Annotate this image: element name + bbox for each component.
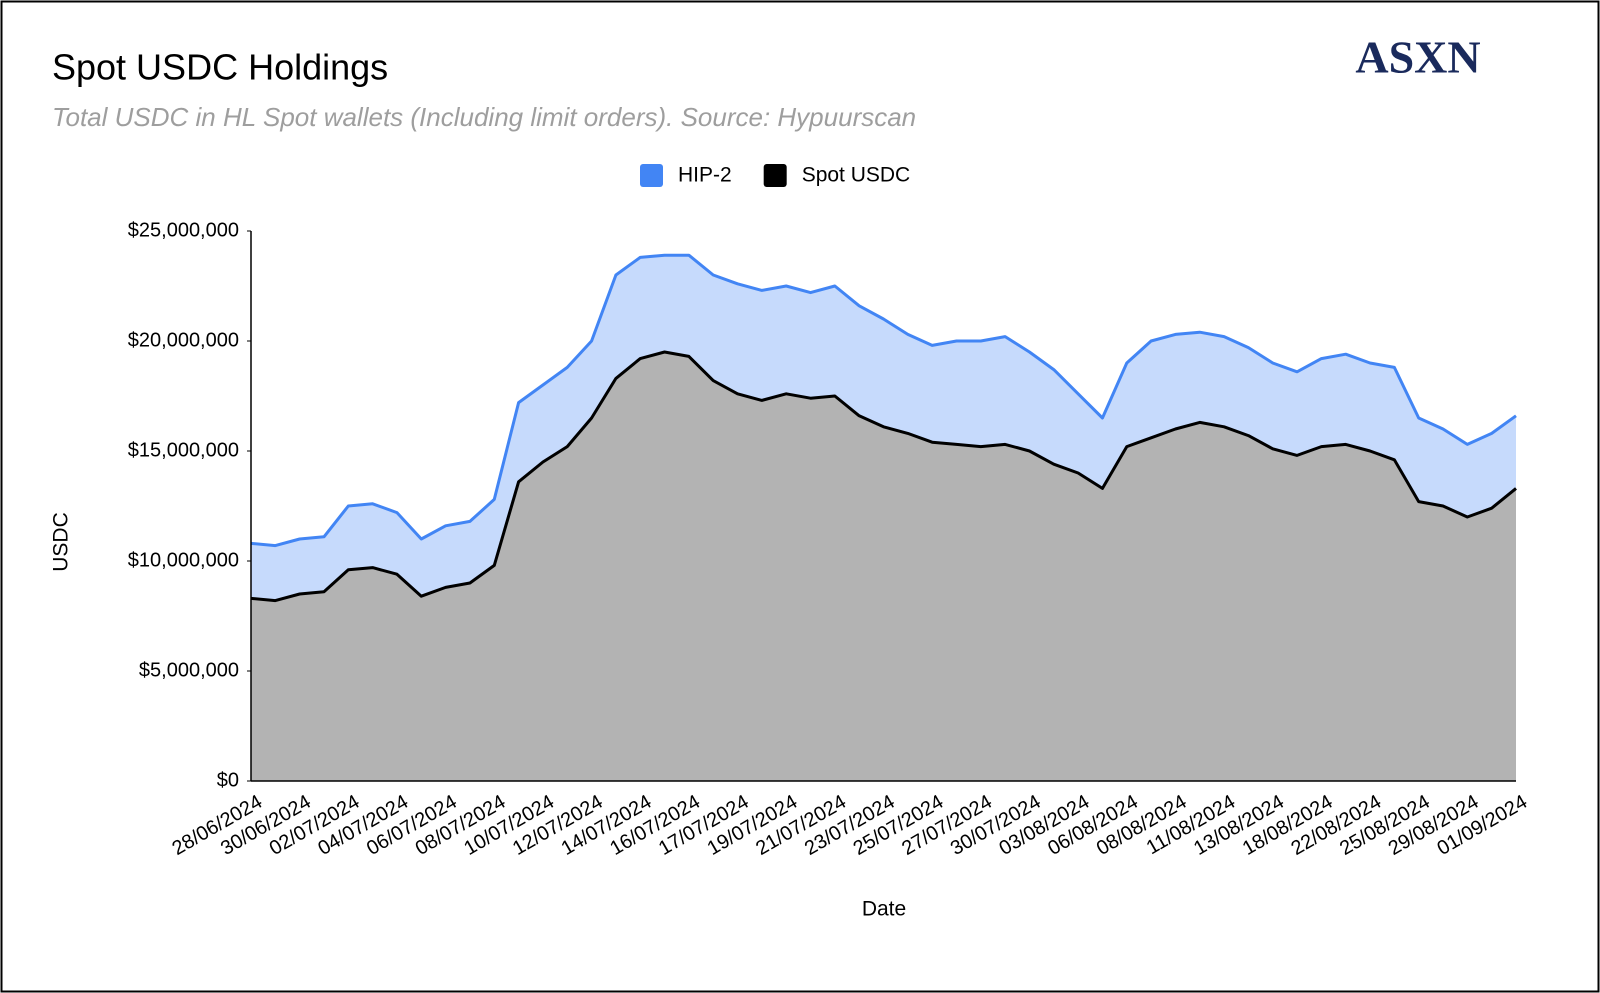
legend-swatch <box>763 164 787 187</box>
legend: HIP-2 Spot USDC <box>640 164 910 187</box>
legend-label: Spot USDC <box>802 164 911 187</box>
chart-title: Spot USDC Holdings <box>52 47 388 88</box>
area <box>251 255 1516 601</box>
x-axis-title: Date <box>862 898 906 921</box>
y-tick-label: $15,000,000 <box>128 439 239 461</box>
legend-label: HIP-2 <box>678 164 732 187</box>
y-tick-label: $20,000,000 <box>128 329 239 351</box>
chart-subtitle: Total USDC in HL Spot wallets (Including… <box>52 102 916 132</box>
y-tick-label: $10,000,000 <box>128 549 239 571</box>
legend-swatch <box>640 164 663 187</box>
y-tick-label: $0 <box>217 769 239 791</box>
y-axis-title: USDC <box>50 512 73 572</box>
line <box>250 350 1517 603</box>
logo: ASXN <box>1355 32 1480 83</box>
line <box>250 253 1517 548</box>
y-tick-label: $5,000,000 <box>139 659 239 681</box>
area <box>251 352 1516 781</box>
y-tick-label: $25,000,000 <box>128 219 239 241</box>
